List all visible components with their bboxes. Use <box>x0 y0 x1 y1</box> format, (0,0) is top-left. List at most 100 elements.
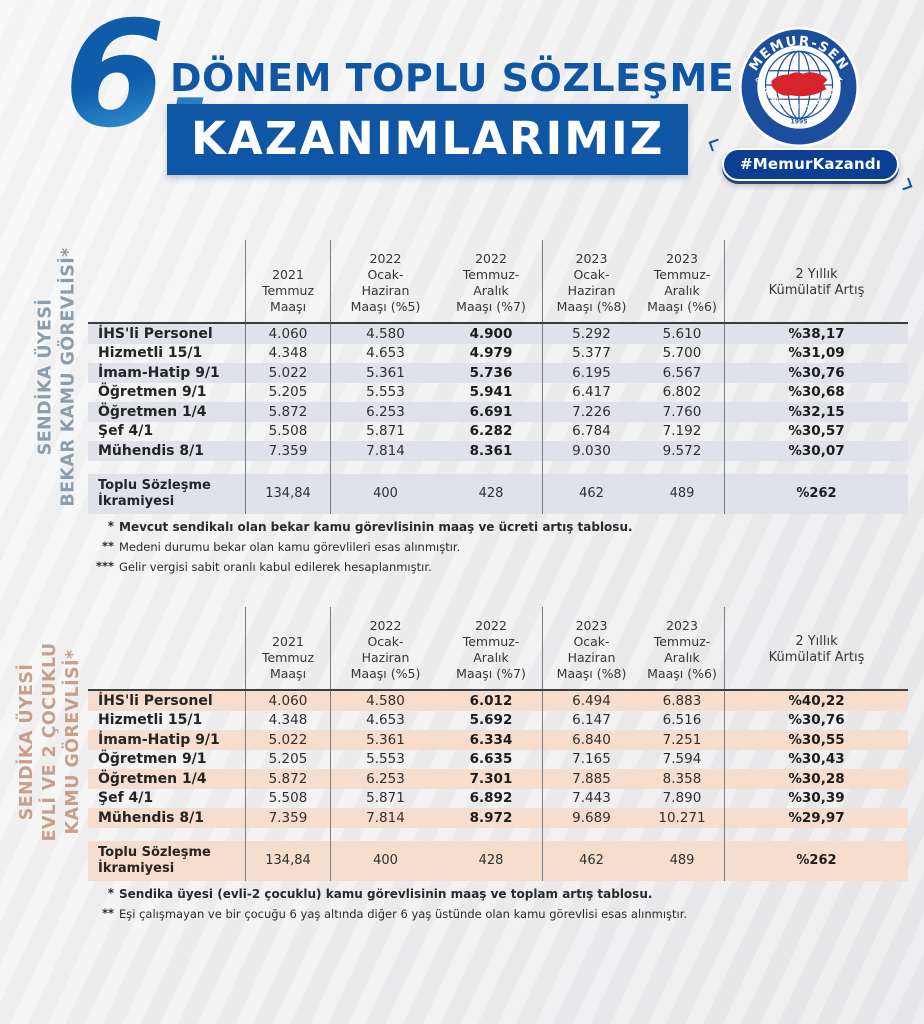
text-line: 2022 <box>475 618 507 633</box>
column-header: 2 Yıllık Kümülatif Artış <box>724 607 908 689</box>
table-row: Öğretmen 9/1 5.205 5.553 6.635 7.165 7.594 %30… <box>88 749 908 769</box>
table-row: Öğretmen 1/4 5.872 6.253 6.691 7.226 7.760 %32… <box>88 402 908 422</box>
cell-value: 6.494 <box>542 691 640 711</box>
table-side-label: SENDİKA ÜYESİ BEKAR KAMU GÖREVLİSİ* <box>34 247 80 506</box>
cell-value: 8.361 <box>469 442 513 459</box>
text-line: Maaşı (%8) <box>556 299 627 314</box>
row-label: Öğretmen 9/1 <box>98 751 207 768</box>
cell-value: 4.348 <box>245 343 330 363</box>
salary-table: 2021 Temmuz Maaşı 2022 Ocak- Haziran Maaşı (%5… <box>88 607 908 881</box>
cell-value: 6.417 <box>542 382 640 402</box>
cell-value: 5.508 <box>245 788 330 808</box>
row-label: Mühendis 8/1 <box>98 442 204 459</box>
table-row: Öğretmen 9/1 5.205 5.553 5.941 6.417 6.802 %30… <box>88 382 908 402</box>
text-line: Maaşı (%5) <box>350 299 421 314</box>
footnote-text: Eşi çalışmayan ve bir çocuğu 6 yaş altın… <box>119 907 688 922</box>
table-row: Toplu Sözleşme İkramiyesi 134,84 400 428 462 4… <box>88 473 908 514</box>
column-header: 2 Yıllık Kümülatif Artış <box>724 240 908 322</box>
cell-value: 6.635 <box>469 751 513 768</box>
text-line: Maaşı (%7) <box>456 666 526 681</box>
text-line: Temmuz <box>261 650 315 665</box>
column-header: 2023 Ocak- Haziran Maaşı (%8) <box>542 240 640 322</box>
footnote-text: Medeni durumu bekar olan kamu görevliler… <box>119 540 461 555</box>
bonus-value: 134,84 <box>245 840 330 881</box>
cumulative-value: %30,76 <box>724 363 908 383</box>
cell-value: 5.872 <box>245 402 330 422</box>
text-line: SENDİKA ÜYESİ <box>35 298 56 456</box>
column-header: 2022 Ocak- Haziran Maaşı (%5) <box>330 607 440 689</box>
cell-value: 6.012 <box>469 692 513 709</box>
text-line: 2021 <box>272 267 304 282</box>
cell-value: 4.979 <box>469 345 513 362</box>
text-line: 2023 <box>575 251 608 266</box>
footnote-text: Sendika üyesi (evli-2 çocuklu) kamu göre… <box>119 887 653 901</box>
row-label: İHS'li Personel <box>98 692 213 709</box>
footnote-stars: * <box>107 886 114 900</box>
text-line: Temmuz <box>261 283 315 298</box>
text-line: SENDİKA ÜYESİ <box>16 663 37 821</box>
column-header: 2021 Temmuz Maaşı <box>245 240 330 322</box>
cell-value: 9.030 <box>542 441 640 461</box>
text-line: Ocak- <box>573 634 610 649</box>
table-row <box>88 460 908 474</box>
column-header: 2022 Temmuz- Aralık Maaşı (%7) <box>440 240 542 322</box>
row-label: İHS'li Personel <box>98 325 213 342</box>
text-line: Temmuz- <box>462 634 520 649</box>
text-line: Maaşı <box>269 666 307 681</box>
table-row: İmam-Hatip 9/1 5.022 5.361 5.736 6.195 6.567%… <box>88 363 908 383</box>
cell-value: 5.205 <box>245 749 330 769</box>
cell-value: 5.553 <box>330 749 440 769</box>
hashtag-text: #MemurKazandı <box>722 148 900 181</box>
text-line: Temmuz- <box>653 634 711 649</box>
page-title-line2: KAZANIMLARIMIZ <box>167 104 689 175</box>
cell-value: 7.192 <box>662 423 702 440</box>
text-line: 2022 <box>369 251 402 266</box>
cell-value: 6.147 <box>542 710 640 730</box>
cell-value: 8.972 <box>469 809 513 826</box>
footnote-stars: *** <box>95 558 114 573</box>
row-label: Öğretmen 9/1 <box>98 384 207 401</box>
text-line: Maaşı (%8) <box>556 666 627 681</box>
bonus-row-label: Toplu Sözleşme İkramiyesi <box>88 841 245 881</box>
text-line: Maaşı <box>269 299 307 314</box>
cell-value: 7.760 <box>662 403 702 420</box>
text-line: Temmuz- <box>653 267 711 282</box>
table-row <box>88 827 908 841</box>
column-header: 2022 Ocak- Haziran Maaşı (%5) <box>330 240 440 322</box>
footnotes: * Mevcut sendikalı olan bekar kamu görevl… <box>92 517 812 576</box>
text-line: EVLİ VE 2 ÇOCUKLU <box>39 642 60 842</box>
bonus-cumulative: %262 <box>724 473 908 514</box>
column-header-empty <box>88 607 245 689</box>
table-row: Hizmetli 15/1 4.348 4.653 5.692 6.147 6.516 %3… <box>88 710 908 730</box>
spacer <box>724 460 908 474</box>
footnote: * Sendika üyesi (evli-2 çocuklu) kamu gör… <box>92 884 812 904</box>
footnote: *** Gelir vergisi sabit oranlı kabul edil… <box>92 557 812 576</box>
cumulative-value: %30,39 <box>724 788 908 808</box>
cell-value: 5.022 <box>245 363 330 383</box>
spacer <box>640 828 724 841</box>
footnote: * Mevcut sendikalı olan bekar kamu görevl… <box>92 517 812 537</box>
cell-value: 6.253 <box>330 769 440 789</box>
text-line: 2022 <box>475 251 507 266</box>
table-row: Mühendis 8/1 7.359 7.814 8.361 9.030 9.572 %30… <box>88 441 908 461</box>
spacer <box>440 461 542 474</box>
cell-value: 7.165 <box>542 749 640 769</box>
cell-value: 5.871 <box>330 421 440 441</box>
hashtag-badge: #MemurKazandı <box>722 148 900 181</box>
column-header: 2022 Temmuz- Aralık Maaşı (%7) <box>440 607 542 689</box>
cell-value: 7.251 <box>662 731 702 748</box>
bonus-value: 489 <box>669 853 695 868</box>
cell-value: 6.691 <box>469 403 513 420</box>
row-label: İmam-Hatip 9/1 <box>98 731 220 748</box>
row-label: Mühendis 8/1 <box>98 809 204 826</box>
text-line: Kümülatif Artış <box>768 283 865 299</box>
bonus-value: 400 <box>330 473 440 514</box>
cell-value: 6.892 <box>469 790 513 807</box>
cell-value: 6.840 <box>542 730 640 750</box>
spacer <box>542 827 640 841</box>
cell-value: 5.361 <box>330 363 440 383</box>
cell-value: 5.872 <box>245 769 330 789</box>
table-row: Öğretmen 1/4 5.872 6.253 7.301 7.885 8.358 %30… <box>88 769 908 789</box>
cell-value: 7.359 <box>245 808 330 828</box>
footnote: ** Medeni durumu bekar olan kamu görevlil… <box>92 537 812 556</box>
